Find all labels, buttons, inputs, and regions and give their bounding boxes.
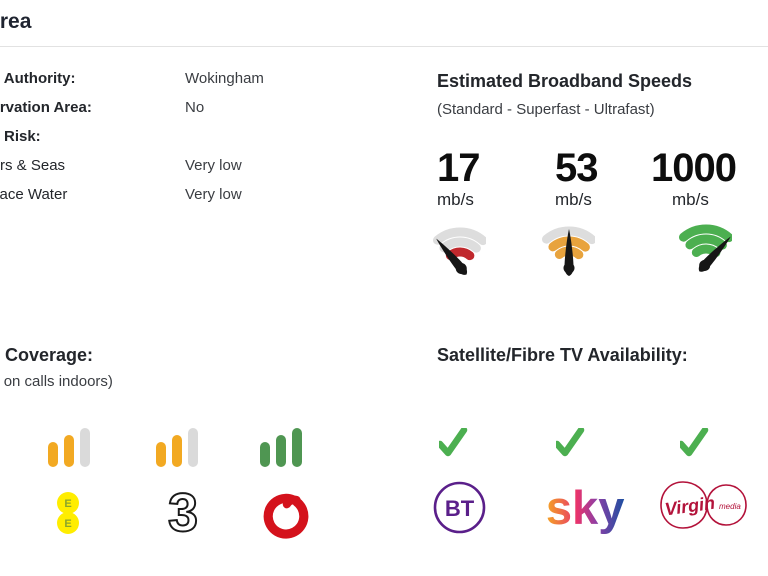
svg-text:BT: BT [445,496,475,521]
svg-text:E: E [64,518,71,530]
svg-text:E: E [64,498,71,510]
svg-text:Virgin: Virgin [664,493,717,520]
svg-text:media: media [719,502,741,511]
svg-text:3: 3 [168,484,198,538]
svg-text:sky: sky [546,483,625,534]
